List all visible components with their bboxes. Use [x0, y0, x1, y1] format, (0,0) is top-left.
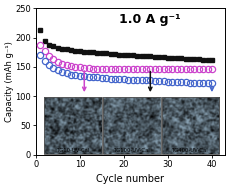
Bar: [103, 97, 160, 153]
Y-axis label: Capacity (mAh g⁻¹): Capacity (mAh g⁻¹): [5, 41, 14, 122]
Text: TG10-UV-Cal: TG10-UV-Cal: [56, 148, 90, 153]
Bar: [161, 97, 218, 153]
Text: TG400-UV-Cal: TG400-UV-Cal: [172, 148, 208, 153]
Text: 1.0 A g⁻¹: 1.0 A g⁻¹: [118, 13, 180, 26]
X-axis label: Cycle number: Cycle number: [96, 174, 164, 184]
Bar: [44, 97, 102, 153]
Text: TG100-UV-Cal: TG100-UV-Cal: [113, 148, 150, 153]
